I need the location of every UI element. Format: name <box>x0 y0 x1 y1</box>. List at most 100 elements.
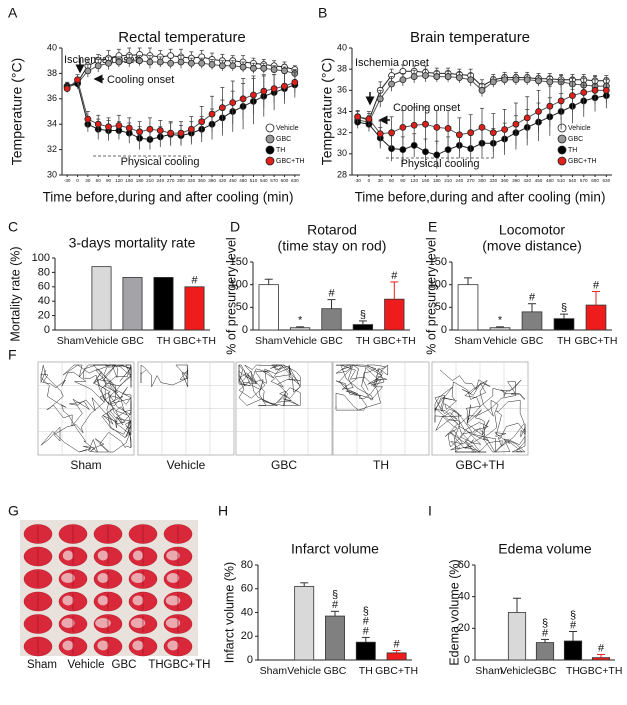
x-tick-label: 270 <box>167 178 175 183</box>
bar <box>386 652 407 661</box>
bar <box>384 298 405 331</box>
x-tick-label: Vehicle <box>283 335 317 347</box>
panel-letter: B <box>318 5 327 21</box>
data-point <box>167 59 175 67</box>
chart-title: Brain temperature <box>410 29 530 46</box>
significance-marker: # <box>391 270 398 282</box>
x-tick-label: Vehicle <box>500 665 534 677</box>
significance-marker: § <box>561 302 567 314</box>
significance-marker: # <box>598 642 605 654</box>
data-point <box>388 80 395 88</box>
bar <box>563 640 583 661</box>
x-tick-label: 300 <box>478 178 486 183</box>
y-tick-label: 60 <box>458 559 470 571</box>
x-tick-label: 570 <box>270 178 278 183</box>
x-tick-label: GBC <box>121 335 144 347</box>
chart-title: 3-days mortality rate <box>69 235 196 251</box>
significance-marker: § <box>570 609 576 621</box>
infarct <box>167 640 179 651</box>
annotation: Cooling onset <box>107 74 174 86</box>
y-tick-label: 30 <box>47 169 57 179</box>
bar <box>489 327 511 331</box>
infarct <box>97 640 109 651</box>
y-tick-label: 0 <box>44 324 50 336</box>
infarct <box>61 573 75 583</box>
data-point <box>218 62 226 70</box>
data-point <box>422 72 429 79</box>
x-tick-label: 150 <box>125 178 133 183</box>
annotation: Ischemia onset <box>355 57 429 69</box>
significance-marker: # <box>394 638 401 650</box>
y-tick-label: 100 <box>32 252 50 264</box>
legend-label: Vehicle <box>568 125 591 132</box>
data-point <box>444 146 452 154</box>
error-bar <box>331 610 339 617</box>
data-point <box>512 120 520 128</box>
legend-swatch <box>265 156 275 166</box>
y-tick-label: 100 <box>230 279 248 291</box>
photo-label: TH <box>148 659 163 671</box>
x-tick-label: 540 <box>569 178 577 183</box>
annotation: Physical cooling <box>121 156 200 168</box>
x-tick-label: 360 <box>198 178 206 183</box>
data-point <box>84 115 92 123</box>
infarct <box>62 595 74 606</box>
x-tick-label: 210 <box>146 178 154 183</box>
y-tick-label: 0 <box>242 324 248 336</box>
data-point <box>523 76 531 84</box>
significance-marker: § <box>542 617 548 629</box>
data-point <box>136 57 144 65</box>
panel-letter: D <box>230 219 240 235</box>
x-tick-label: GBC+TH <box>373 335 416 347</box>
x-tick-label: GBC+TH <box>173 335 216 347</box>
data-point <box>376 130 384 138</box>
x-tick-label: GBC+TH <box>575 335 618 347</box>
x-axis-label: Time before,during and after cooling (mi… <box>355 190 606 205</box>
data-point <box>105 59 112 67</box>
x-tick-label: 330 <box>188 178 196 183</box>
legend-label: GBC <box>568 136 583 143</box>
y-axis-label: % of presurgery level <box>424 237 438 354</box>
data-point <box>546 78 554 86</box>
y-tick-label: 50 <box>236 301 248 313</box>
data-point <box>591 86 599 94</box>
infarct <box>132 595 144 606</box>
error-bar <box>513 597 521 613</box>
legend-label: Vehicle <box>276 125 299 132</box>
x-tick-label: 330 <box>489 178 497 183</box>
data-point <box>376 95 384 103</box>
legend-swatch <box>557 145 567 155</box>
data-point <box>115 58 123 66</box>
infarct <box>61 618 75 628</box>
data-point <box>94 120 102 128</box>
x-tick-label: 150 <box>422 178 430 183</box>
data-point <box>602 86 610 94</box>
infarct <box>97 573 109 583</box>
y-tick-label: 20 <box>241 630 253 642</box>
brain-slices-photo: Sham Vehicle GBC TH GBC+TH <box>20 520 210 671</box>
track-label: Vehicle <box>167 458 206 472</box>
legend-label: GBC <box>276 136 291 143</box>
data-point <box>489 129 497 137</box>
track <box>238 364 301 406</box>
bar <box>321 308 342 331</box>
x-tick-label: 0 <box>76 178 79 183</box>
data-point <box>63 85 71 93</box>
legend-label: TH <box>276 147 285 154</box>
data-point <box>270 66 278 73</box>
bar <box>325 615 345 661</box>
infarct <box>165 595 181 606</box>
x-tick-label: TH <box>356 335 370 347</box>
x-tick-label: 60 <box>389 178 395 183</box>
data-point <box>489 78 497 86</box>
error-bar <box>264 278 273 285</box>
data-point <box>167 129 175 137</box>
error-bar <box>592 290 600 306</box>
infarct <box>97 595 109 606</box>
data-point <box>281 67 288 75</box>
y-tick-label: 32 <box>337 127 347 137</box>
panel-letter: C <box>8 219 18 235</box>
data-point <box>410 121 418 129</box>
x-tick-label: 0 <box>368 178 371 183</box>
chart-title: Rotarod <box>307 222 357 238</box>
